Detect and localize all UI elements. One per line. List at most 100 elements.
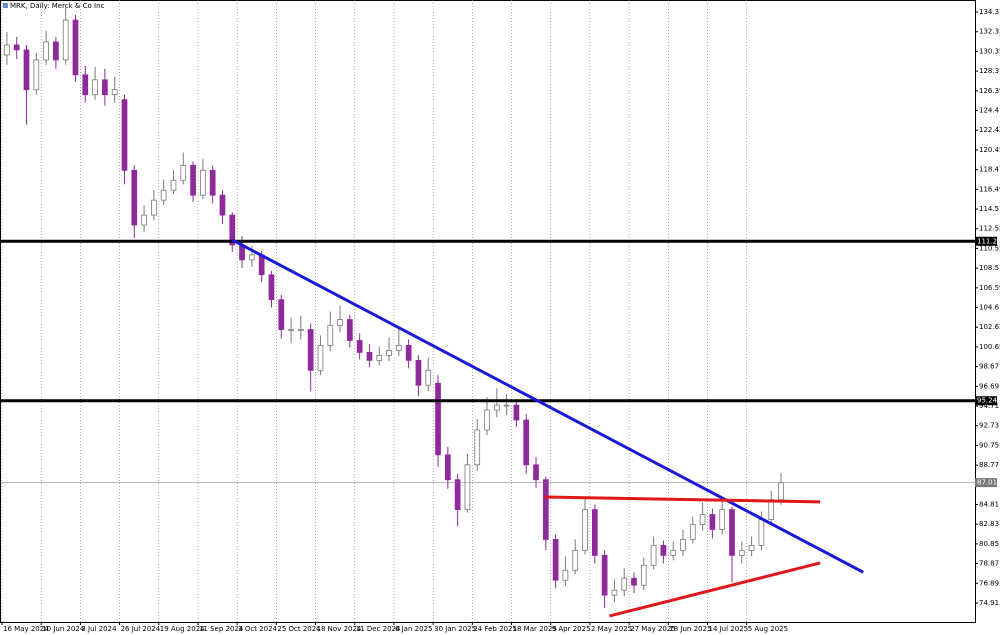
candle-body [709,514,716,530]
x-tick-label: 30 Jan 2025 [434,625,476,633]
candle-body [356,340,363,353]
candle-body [670,549,677,556]
candle-body [542,479,549,540]
candle-body [680,539,686,551]
candle-body [62,19,69,61]
y-tick-label: 128.37 [979,67,1000,75]
candle-body [660,544,667,556]
trend-line [231,238,864,574]
candle-body [141,214,147,226]
candle-body [748,544,755,551]
candle-body [582,509,588,551]
candle-body [268,274,275,301]
candle-body [611,589,618,596]
candle-body [337,319,343,326]
candle-body [366,351,373,361]
y-tick-label: 104.61 [979,304,1000,312]
candle-body [699,514,706,525]
candle-body [758,519,765,546]
chart-title: MRK, Daily: Merck & Co Inc [10,2,105,10]
x-tick-label: 25 Oct 2024 [277,625,321,633]
y-tick-label: 74.91 [979,599,999,607]
level-label-box [975,396,997,406]
x-tick-label: 5 Aug 2025 [748,625,788,633]
candle-body [170,179,177,191]
candle-body [278,299,285,330]
x-tick-label: 2 May 2025 [591,625,632,633]
candle-body [288,329,294,331]
y-tick-label: 108.57 [979,264,1000,272]
level-label-box [975,236,997,246]
x-tick-label: 18 Mar 2025 [513,625,557,633]
y-tick-label: 116.49 [979,185,1000,193]
y-tick-label: 120.45 [979,146,1000,154]
x-tick-label: 14 Jul 2025 [708,625,748,633]
candle-body [601,554,608,596]
candle-body [562,569,569,581]
candle-body [650,544,657,566]
y-tick-label: 112.53 [979,225,1000,233]
x-tick-label: 9 Apr 2025 [552,625,591,633]
candle-body [249,254,255,261]
y-tick-label: 102.63 [979,323,1000,331]
y-tick-label: 106.59 [979,284,1000,292]
level-label: 87.01 [977,479,997,487]
candle-body [444,454,451,481]
y-tick-label: 100.65 [979,343,1000,351]
level-label-box [975,478,997,488]
candle-body [180,164,187,181]
y-tick-label: 96.69 [979,382,999,390]
candle-body [513,404,520,421]
candle-body [298,329,304,331]
candle-body [376,354,383,361]
y-tick-label: 124.41 [979,107,1000,115]
candle-body [43,41,49,61]
x-tick-label: 3 Jul 2024 [81,625,117,633]
candle-body [33,59,40,91]
y-tick-label: 132.33 [979,28,1000,36]
y-tick-label: 98.67 [979,363,999,371]
level-label: 95.24 [977,397,998,405]
plot-frame [0,0,976,623]
y-tick-label: 92.73 [979,422,999,430]
candle-body [640,564,647,586]
candle-body [386,349,392,356]
candle-body [317,345,324,371]
candle-body [82,74,89,96]
candle-body [572,549,579,571]
candle-body [689,524,696,540]
candle-body [219,194,226,216]
y-tick-label: 110.55 [979,244,1000,252]
candle-body [493,404,500,411]
y-tick-label: 80.85 [979,540,999,548]
candle-body [523,419,530,466]
candle-body [327,325,334,346]
y-tick-label: 122.43 [979,126,1000,134]
candle-body [591,509,598,556]
candle-body [484,409,490,431]
candle-body [621,577,628,591]
x-tick-label: 11 Dec 2024 [356,625,401,633]
candle-body [395,345,402,351]
candle-body [209,169,216,196]
candle-body [719,509,726,530]
y-tick-label: 84.81 [979,501,999,509]
y-tick-label: 130.35 [979,47,1000,55]
y-tick-label: 94.71 [979,402,999,410]
y-tick-label: 126.39 [979,87,1000,95]
level-label: 111.27 [977,237,1000,245]
y-tick-label: 88.77 [979,461,999,469]
candle-body [72,19,79,76]
candle-body [778,482,784,501]
y-tick-label: 76.89 [979,579,999,587]
candle-body [151,199,157,216]
candle-body [4,44,10,56]
candle-body [768,499,775,520]
candle-body [111,89,118,96]
candle-body [464,464,471,510]
x-tick-label: 11 Sep 2024 [199,625,244,633]
x-tick-label: 26 Jul 2024 [121,625,161,633]
candle-body [102,79,108,96]
y-tick-label: 78.87 [979,560,999,568]
